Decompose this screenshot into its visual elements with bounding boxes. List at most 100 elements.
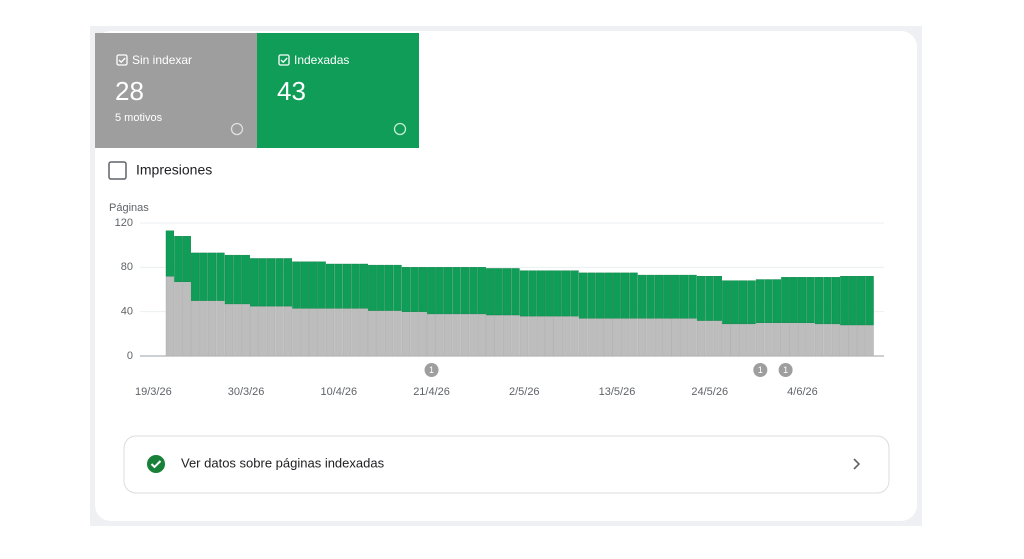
bar-segment	[334, 263, 343, 309]
bar-segment	[292, 261, 301, 309]
bar-segment	[789, 277, 798, 323]
bar-segment	[182, 236, 191, 282]
bar-segment	[823, 277, 832, 325]
bar-segment	[174, 236, 183, 282]
bar-segment	[283, 258, 293, 307]
bar-segment	[730, 323, 739, 357]
annotation-marker	[753, 363, 768, 377]
plot: 0 40 80 120 19/3/26 30/3/26 10/4/26 21/4/26 2/5/…	[115, 217, 884, 398]
bar-segment	[612, 318, 621, 357]
annotation-marker	[424, 363, 439, 377]
bar-segment	[494, 314, 503, 357]
bar-segment	[722, 323, 731, 357]
annotation-label: 1	[783, 365, 788, 375]
bar-segment	[224, 254, 234, 305]
bar-segment	[376, 264, 385, 311]
bar-segment	[452, 267, 461, 315]
bar-segment	[705, 276, 714, 321]
bar-segment	[519, 315, 529, 357]
check-mark	[150, 460, 162, 469]
bar-segment	[823, 323, 832, 357]
bar-segment	[570, 315, 579, 357]
bar-segment	[553, 315, 562, 357]
bar-segment	[840, 324, 849, 357]
checkbox[interactable]	[108, 161, 127, 180]
bar-segment	[292, 308, 301, 357]
bar-segment	[191, 252, 200, 301]
bar-segment	[410, 311, 419, 357]
bar-segment	[629, 272, 638, 319]
tile-checkboxes	[116, 54, 407, 136]
bar-segment	[848, 324, 857, 357]
bar-segment	[443, 267, 453, 315]
bar-segment	[806, 277, 815, 323]
y-tick-label: 120	[115, 217, 133, 229]
bar-segment	[519, 270, 529, 317]
bar-segment	[494, 268, 503, 316]
bar-segment	[325, 308, 335, 357]
bar-segment	[174, 281, 183, 357]
bar-segment	[595, 272, 604, 319]
bar-segment	[865, 276, 874, 326]
bar-segment	[199, 300, 208, 357]
bar-segment	[637, 274, 647, 319]
bar-segment	[848, 276, 857, 326]
bar-segment	[536, 270, 545, 317]
bar-segment	[545, 315, 554, 357]
bar-segment	[806, 322, 815, 357]
bar-segment	[427, 267, 436, 315]
link-text[interactable]: Ver datos sobre páginas indexadas	[181, 455, 385, 470]
check-icon	[147, 455, 165, 473]
bar-segment	[410, 267, 419, 312]
bar-segment	[857, 324, 866, 357]
bar-segment	[663, 318, 672, 357]
bar-segment	[528, 315, 537, 357]
bar-segment	[629, 318, 638, 357]
chevron[interactable]	[853, 458, 861, 470]
bar-segment	[241, 303, 250, 357]
bar-segment	[258, 305, 267, 357]
bar-segment	[755, 322, 765, 357]
bar-segment	[266, 258, 276, 307]
bar-segment	[781, 277, 790, 323]
y-tick-label: 40	[121, 306, 133, 318]
tile-indexed[interactable]	[257, 33, 419, 148]
tile-not-indexed[interactable]	[95, 33, 257, 148]
bar-segment	[671, 318, 680, 357]
bar-segment	[865, 324, 874, 357]
checkbox-label[interactable]: Impresiones	[136, 162, 212, 178]
bar-segment	[477, 267, 486, 315]
bar-segment	[528, 270, 537, 317]
bar-segment	[511, 314, 520, 357]
bar-segment	[266, 305, 276, 357]
bar-segment	[182, 281, 191, 357]
bar-segment	[384, 264, 394, 311]
bar-segment	[384, 310, 394, 357]
bar-segment	[443, 313, 453, 357]
bar-segment	[621, 318, 630, 357]
annotation-label: 1	[758, 365, 763, 375]
annotation-label: 1	[429, 365, 434, 375]
bar-segment	[696, 276, 706, 321]
bar-segment	[764, 279, 773, 323]
bar-segment	[250, 258, 259, 307]
tile-count: 43	[277, 76, 306, 106]
bar-segment	[233, 254, 242, 305]
bar-segment	[418, 311, 427, 357]
bar-segment	[393, 310, 402, 357]
bar-segment	[460, 313, 470, 357]
bar-segment	[452, 313, 461, 357]
bar-segment	[469, 267, 478, 315]
bar-segment	[435, 313, 444, 357]
bar-segment	[216, 300, 225, 357]
bar-segment	[798, 322, 807, 357]
bar-segment	[503, 314, 512, 357]
bar-segment	[663, 274, 672, 319]
bar-segment	[570, 270, 579, 317]
link-button[interactable]	[123, 435, 890, 494]
bar-segment	[747, 280, 756, 325]
bar-segment	[857, 276, 866, 326]
bar-segment	[309, 261, 318, 309]
bar-segment	[705, 320, 714, 357]
